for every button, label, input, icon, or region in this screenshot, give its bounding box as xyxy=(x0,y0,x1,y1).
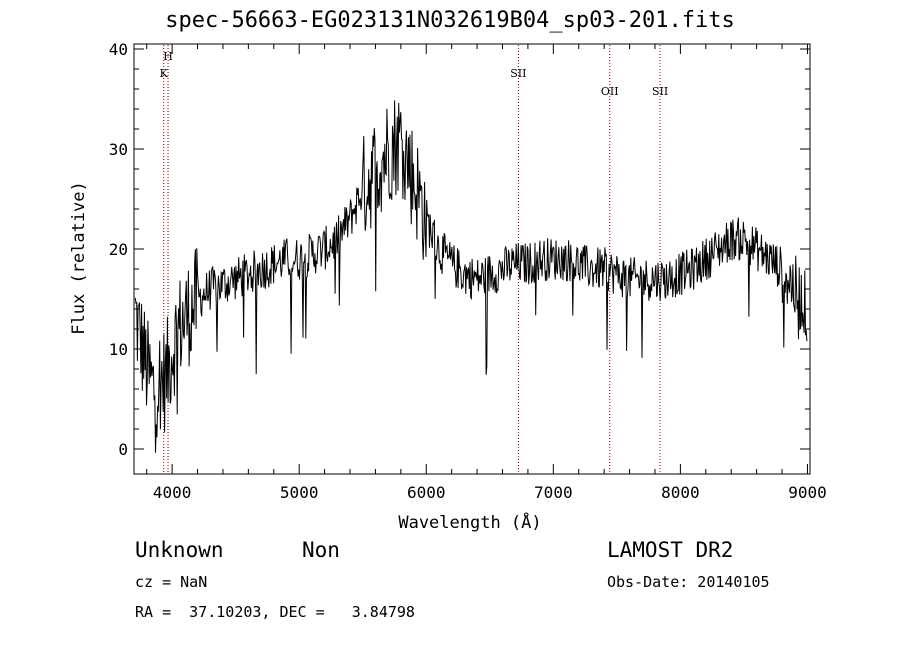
y-tick-label: 30 xyxy=(109,140,128,159)
x-tick-label: 9000 xyxy=(788,483,827,502)
line-marker-label: SII xyxy=(652,85,668,98)
y-tick-label: 0 xyxy=(118,440,128,459)
line-marker-label: OII xyxy=(601,85,619,98)
spectrum-line xyxy=(134,100,808,453)
x-axis-label: Wavelength (Å) xyxy=(398,511,541,533)
y-axis-label: Flux (relative) xyxy=(69,181,89,335)
x-axis-ticks: 4000 5000 6000 7000 8000 9000 xyxy=(146,44,827,502)
x-tick-label: 8000 xyxy=(661,483,700,502)
redshift-cz: cz = NaN xyxy=(135,573,208,591)
ra-dec-coordinates: RA = 37.10203, DEC = 3.84798 xyxy=(135,603,415,621)
line-marker-labels: HK SII OII SII xyxy=(160,50,669,98)
line-marker-label: H xyxy=(163,50,173,63)
y-axis-ticks: 0 10 20 30 40 xyxy=(109,40,810,459)
survey-name: LAMOST DR2 xyxy=(607,538,734,562)
x-tick-label: 7000 xyxy=(534,483,573,502)
y-tick-label: 40 xyxy=(109,40,128,59)
object-subclass: Non xyxy=(302,538,340,562)
y-tick-label: 10 xyxy=(109,340,128,359)
y-tick-label: 20 xyxy=(109,240,128,259)
line-marker-label: SII xyxy=(510,67,526,80)
observation-date: Obs-Date: 20140105 xyxy=(607,573,770,591)
x-tick-label: 4000 xyxy=(153,483,192,502)
object-class: Unknown xyxy=(135,538,224,562)
chart-title: spec-56663-EG023131N032619B04_sp03-201.f… xyxy=(165,8,735,33)
x-tick-label: 6000 xyxy=(407,483,446,502)
line-marker-label: K xyxy=(160,67,169,80)
x-tick-label: 5000 xyxy=(280,483,319,502)
plot-frame xyxy=(133,43,811,475)
